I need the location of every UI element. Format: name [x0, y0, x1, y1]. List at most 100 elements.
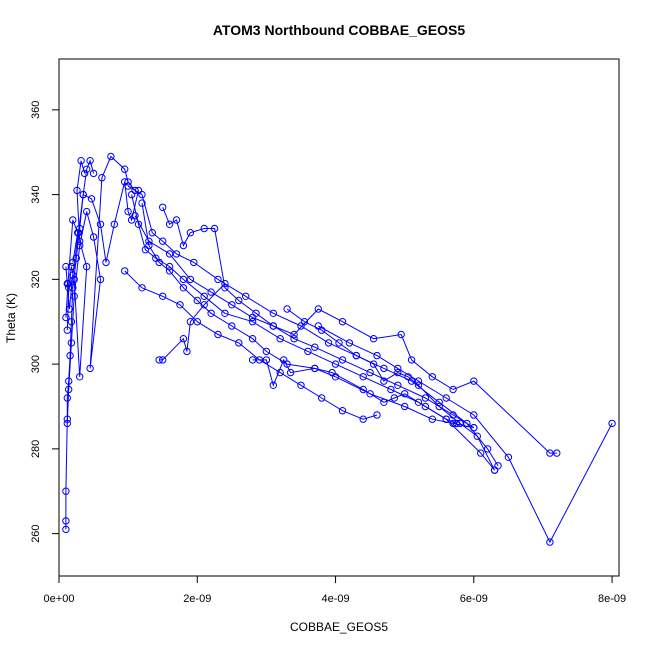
x-tick-label: 8e-09 [598, 593, 626, 605]
data-point [200, 292, 208, 300]
data-point [269, 322, 277, 330]
data-point [369, 335, 378, 343]
data-point [87, 195, 96, 203]
data-point [428, 415, 436, 423]
data-point [107, 152, 115, 161]
data-point [366, 368, 374, 377]
data-point [300, 318, 309, 326]
data-point [65, 284, 73, 292]
series-line [318, 325, 613, 544]
data-point [214, 275, 222, 284]
data-point [235, 339, 243, 347]
data-point [186, 318, 195, 326]
series-line [127, 185, 499, 467]
data-point [127, 190, 136, 199]
data-point [80, 169, 89, 178]
data-point [248, 356, 257, 364]
data-point [387, 385, 395, 394]
data-point [207, 309, 215, 317]
data-point [235, 296, 243, 305]
data-point [404, 373, 412, 381]
data-point [286, 368, 295, 377]
data-point [421, 402, 430, 411]
data-point [62, 313, 70, 322]
data-point [172, 250, 181, 258]
data-point [449, 385, 457, 394]
data-point [553, 449, 561, 457]
data-point [69, 258, 77, 267]
data-point [159, 356, 167, 364]
x-tick-label: 4e-09 [321, 593, 349, 605]
data-point [456, 419, 464, 428]
data-point [165, 267, 174, 275]
data-point [76, 373, 84, 381]
data-point [338, 356, 347, 364]
data-point [546, 538, 554, 546]
data-point [63, 419, 72, 428]
data-point [442, 394, 450, 402]
data-point [318, 326, 326, 334]
series-line [65, 219, 79, 318]
data-point [210, 224, 219, 233]
data-point [138, 190, 146, 199]
series-line [134, 215, 475, 429]
data-point [359, 385, 367, 394]
data-point [248, 318, 257, 326]
data-point [269, 381, 277, 389]
data-point [311, 343, 319, 351]
data-point [394, 368, 402, 377]
x-tick-label: 2e-09 [183, 593, 211, 605]
data-point [477, 449, 485, 457]
data-point [193, 318, 202, 326]
data-point [77, 157, 85, 165]
data-point [200, 224, 208, 233]
data-point [159, 203, 167, 212]
data-point [159, 237, 167, 245]
data-point [380, 398, 388, 406]
data-point [96, 220, 105, 229]
data-point [401, 402, 409, 411]
data-point [172, 216, 181, 224]
series-line [66, 160, 88, 377]
data-point [335, 339, 343, 347]
data-point [359, 373, 367, 381]
series-line [162, 207, 557, 454]
data-point [442, 415, 450, 423]
data-point [86, 157, 94, 165]
data-point [414, 381, 423, 389]
data-point [134, 220, 143, 229]
data-point [89, 233, 98, 241]
data-point [86, 364, 94, 373]
data-point [179, 241, 188, 250]
data-point [252, 309, 260, 317]
data-point [504, 453, 513, 461]
data-point [96, 275, 105, 284]
data-point [470, 377, 478, 385]
series-line [65, 159, 95, 530]
data-point [435, 402, 443, 411]
data-point [221, 284, 229, 292]
data-point [176, 301, 184, 309]
data-point [67, 262, 76, 271]
data-point [338, 318, 347, 326]
y-axis-label: Theta (K) [4, 293, 18, 343]
x-axis-label: COBBAE_GEOS5 [290, 620, 388, 634]
data-point [64, 279, 72, 288]
x-axis: 0e+00 2e-09 4e-09 6e-09 8e-09 [44, 575, 626, 605]
data-point [138, 284, 146, 292]
data-point [207, 288, 215, 296]
data-point [89, 169, 98, 178]
data-point [62, 525, 70, 534]
data-point [262, 356, 271, 364]
data-point [145, 237, 153, 245]
data-point [380, 377, 388, 385]
data-point [62, 517, 70, 525]
data-point [74, 229, 82, 237]
data-point [345, 339, 354, 347]
data-point [155, 356, 163, 364]
data-point [110, 220, 119, 229]
data-point [148, 229, 157, 237]
data-point [190, 258, 198, 267]
data-point [183, 347, 191, 356]
